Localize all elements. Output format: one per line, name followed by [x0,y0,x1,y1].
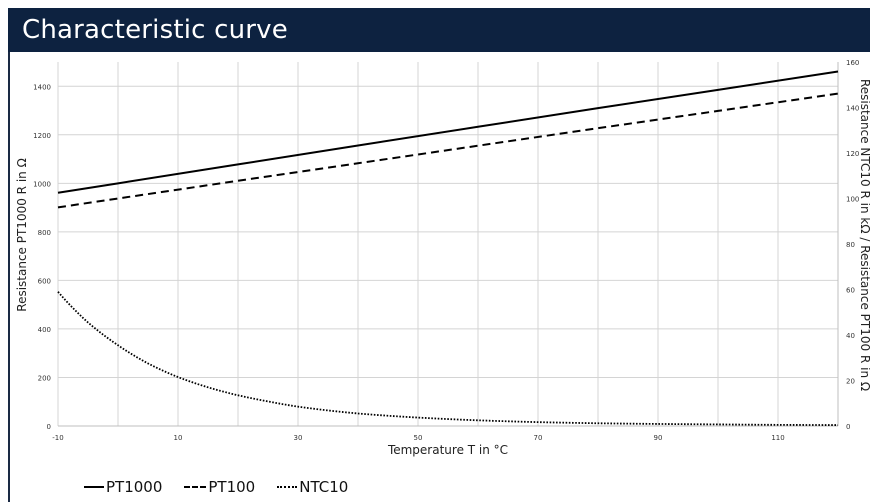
y-tick-label-left: 0 [47,423,51,431]
x-tick-label: 30 [294,434,303,442]
axis-labels: Temperature T in °C Resistance PT1000 R … [15,79,870,457]
y-tick-label-right: 0 [846,423,850,431]
y-tick-label-right: 120 [846,150,859,158]
series-lines [57,70,839,426]
x-tick-label: -10 [52,434,63,442]
series-line-pt100 [57,92,839,209]
legend: PT1000 PT100 NTC10 [84,475,348,499]
y-tick-label-left: 1000 [33,180,51,188]
y-tick-label-right: 20 [846,378,855,386]
y-tick-label-left: 200 [38,374,51,382]
y-tick-label-right: 80 [846,241,855,249]
x-axis-label: Temperature T in °C [387,443,508,457]
y-tick-label-left: 800 [38,229,51,237]
legend-swatch-solid [84,486,104,488]
legend-swatch-dotted [277,486,298,488]
legend-item-pt100: PT100 [184,478,255,496]
x-tick-label: 110 [771,434,784,442]
y-tick-label-left: 1400 [33,83,51,91]
series-line-ntc10 [57,291,839,426]
legend-item-pt1000: PT1000 [84,478,162,496]
x-tick-label: 90 [654,434,663,442]
x-tick-label: 10 [174,434,183,442]
legend-label: NTC10 [299,478,349,496]
y-axis-label-left: Resistance PT1000 R in Ω [15,158,29,311]
y-tick-label-right: 160 [846,59,859,67]
legend-swatch-dashed [184,486,207,488]
y-tick-label-left: 600 [38,277,51,285]
y-tick-label-right: 60 [846,287,855,295]
y-tick-label-left: 400 [38,326,51,334]
grid [57,62,839,427]
y-tick-label-right: 140 [846,105,859,113]
legend-item-ntc10: NTC10 [277,478,348,496]
x-tick-label: 50 [414,434,423,442]
x-tick-label: 70 [534,434,543,442]
y-tick-label-right: 100 [846,196,859,204]
y-axis-label-right: Resistance NTC10 R in kΩ / Resistance PT… [858,79,870,391]
y-tick-label-left: 1200 [33,132,51,140]
chart-title: Characteristic curve [22,15,288,45]
y-tick-label-right: 40 [846,332,855,340]
chart-frame [8,8,868,502]
series-line-pt1000 [57,70,839,194]
legend-label: PT1000 [106,478,163,496]
axes: -10 10 30 50 70 90 110020040060080010001200140… [33,59,859,442]
title-bar: Characteristic curve [8,8,870,52]
legend-label: PT100 [208,478,256,496]
